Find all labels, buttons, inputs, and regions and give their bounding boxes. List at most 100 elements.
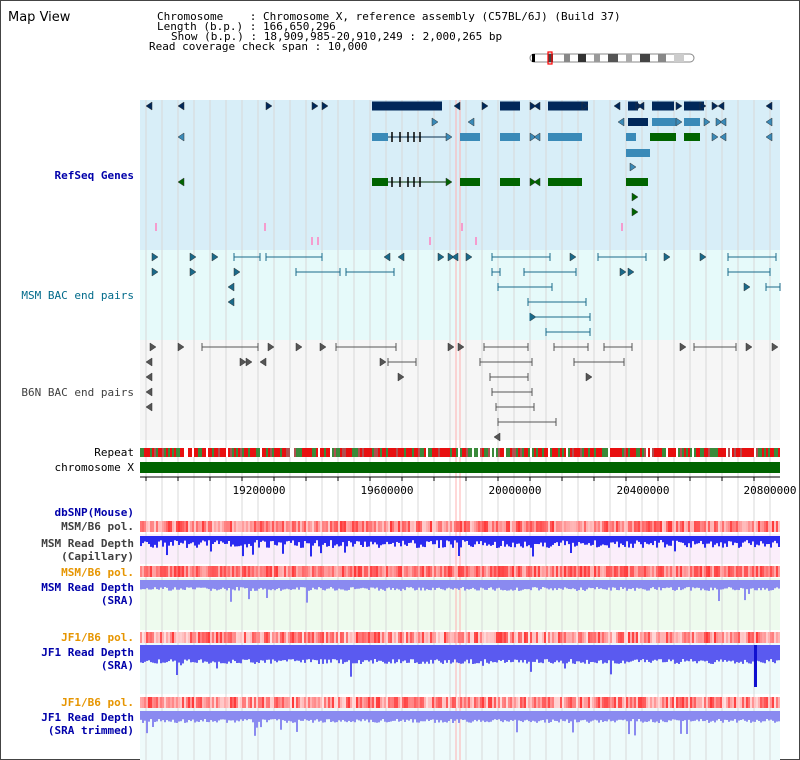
repeat-segment (312, 448, 314, 457)
track-label-repeat[interactable]: Repeat (94, 446, 134, 459)
repeat-segment (716, 448, 718, 457)
depth-bar (434, 645, 436, 661)
depth-bar (446, 645, 448, 663)
track-label-msm-depth-sra[interactable]: MSM Read Depth (41, 581, 134, 594)
depth-bar (702, 580, 704, 589)
pol-segment (622, 697, 624, 708)
depth-bar (364, 580, 366, 589)
track-label-jf1-b6-pol-1[interactable]: JF1/B6 pol. (61, 631, 134, 644)
repeat-segment (652, 448, 654, 457)
pol-segment (276, 697, 278, 708)
depth-bar (618, 711, 620, 720)
depth-bar (142, 645, 144, 663)
pol-segment (252, 521, 254, 532)
track-label-refseq[interactable]: RefSeq Genes (54, 169, 134, 182)
depth-bar (622, 711, 624, 721)
pol-segment (348, 632, 350, 643)
pol-segment (378, 632, 380, 643)
pol-segment (290, 521, 292, 532)
pol-segment (288, 566, 290, 577)
pol-segment (756, 632, 758, 643)
pol-segment (258, 521, 260, 532)
depth-bar (666, 645, 668, 662)
pol-segment (340, 632, 342, 643)
depth-bar (678, 645, 680, 664)
track-label-jf1-b6-pol-2[interactable]: JF1/B6 pol. (61, 696, 134, 709)
pol-segment (600, 521, 602, 532)
depth-bar (236, 580, 238, 588)
depth-bar (764, 580, 766, 590)
depth-bar (544, 580, 546, 588)
depth-bar (188, 645, 190, 660)
depth-bar (370, 536, 372, 542)
repeat-segment (464, 448, 466, 457)
pol-segment (246, 632, 248, 643)
pol-segment (468, 632, 470, 643)
pol-segment (658, 697, 660, 708)
depth-bar (620, 580, 622, 588)
track-label-b6n-bac[interactable]: B6N BAC end pairs (21, 386, 134, 399)
pol-segment (492, 566, 494, 577)
pol-segment (648, 566, 650, 577)
depth-bar (474, 580, 476, 590)
depth-bar (248, 645, 250, 660)
pol-segment (402, 521, 404, 532)
pol-segment (774, 632, 776, 643)
pol-segment (356, 697, 358, 708)
repeat-segment (508, 448, 510, 457)
pol-segment (470, 566, 472, 577)
length-info: Length (b.p.) : 166,650,296 (157, 20, 336, 33)
pol-segment (280, 566, 282, 577)
pol-segment (414, 566, 416, 577)
depth-bar (488, 711, 490, 723)
depth-bar (312, 580, 314, 588)
track-label-msm-bac[interactable]: MSM BAC end pairs (21, 289, 134, 302)
depth-bar (580, 711, 582, 721)
depth-bar (638, 580, 640, 589)
depth-bar (280, 536, 282, 543)
depth-bar (278, 711, 280, 720)
depth-bar (270, 536, 272, 542)
depth-bar (608, 580, 610, 588)
depth-bar (274, 580, 276, 591)
depth-bar (608, 645, 610, 661)
pol-segment (458, 632, 460, 643)
depth-bar (694, 645, 696, 662)
track-label-msm-b6-pol-1[interactable]: MSM/B6 pol. (61, 520, 134, 533)
track-label-jf1-depth-sra[interactable]: JF1 Read Depth (41, 646, 134, 659)
track-label-dbsnp[interactable]: dbSNP(Mouse) (54, 506, 134, 519)
chromosome-ideogram[interactable] (528, 51, 698, 65)
pol-segment (508, 521, 510, 532)
pol-segment (420, 697, 422, 708)
pol-segment (448, 697, 450, 708)
pol-segment (658, 521, 660, 532)
pol-segment (300, 566, 302, 577)
depth-bar (408, 580, 410, 588)
depth-bar (528, 711, 530, 722)
depth-bar (228, 645, 230, 662)
depth-bar (598, 645, 600, 661)
depth-bar (768, 580, 770, 591)
depth-bar (508, 711, 510, 722)
pol-segment (686, 632, 688, 643)
track-label-msm-b6-pol-2[interactable]: MSM/B6 pol. (61, 566, 134, 579)
track-label-jf1-depth-trimmed[interactable]: JF1 Read Depth (41, 711, 134, 724)
pol-segment (482, 521, 484, 532)
depth-bar (336, 645, 338, 661)
depth-bar (336, 711, 338, 723)
pol-segment (640, 697, 642, 708)
pol-segment (624, 566, 626, 577)
depth-bar (756, 580, 758, 591)
pol-segment (534, 632, 536, 643)
pol-segment (286, 566, 288, 577)
depth-bar (496, 711, 498, 720)
depth-bar (296, 536, 298, 546)
depth-bar (386, 536, 388, 542)
track-label-msm-depth-capillary[interactable]: MSM Read Depth (41, 537, 134, 550)
pol-segment (528, 566, 530, 577)
depth-bar (394, 536, 396, 547)
pol-segment (686, 521, 688, 532)
depth-bar (712, 580, 714, 591)
depth-bar (210, 711, 212, 721)
